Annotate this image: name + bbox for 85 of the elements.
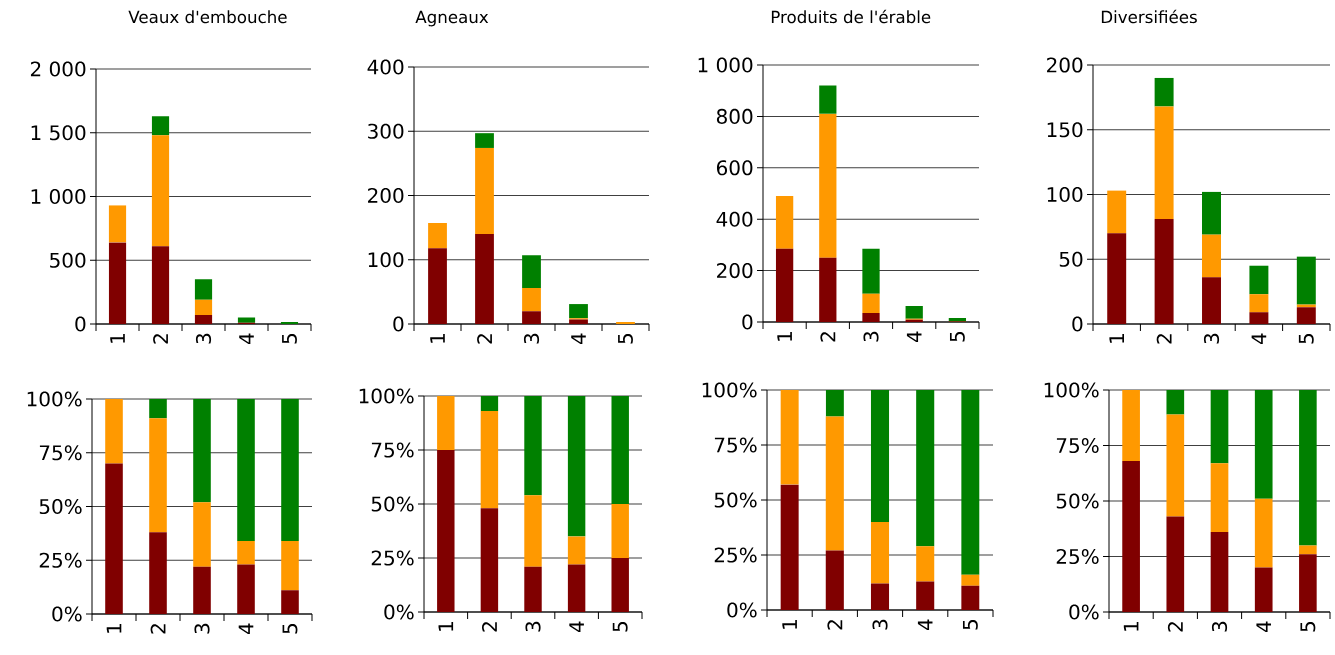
x-tick-label: 3: [863, 331, 879, 342]
x-tick-label: 3: [1211, 621, 1228, 632]
y-tick-label: 1 500: [31, 125, 86, 141]
y-tick-label: 25%: [1056, 548, 1099, 565]
y-tick-label: 600: [716, 160, 753, 176]
y-tick-label: 50%: [39, 498, 82, 515]
x-tick-label: 1: [430, 334, 445, 343]
y-tick-label: 200: [1047, 57, 1083, 73]
y-tick-label: 0: [1072, 316, 1083, 332]
y-tick-label: 200: [717, 263, 753, 279]
y-tick-label: 0%: [1069, 604, 1099, 620]
x-tick-label: 1: [110, 334, 125, 343]
y-tick-label: 50%: [371, 496, 414, 512]
x-tick-label: 2: [481, 622, 497, 632]
x-tick-label: 1: [106, 624, 122, 633]
y-tick-label: 150: [1047, 122, 1083, 138]
y-tick-label: 0: [742, 314, 753, 330]
x-tick-label: 4: [1256, 621, 1271, 632]
x-tick-label: 1: [777, 332, 792, 341]
y-tick-label: 100: [1047, 186, 1083, 203]
y-tick-label: 25%: [39, 552, 82, 568]
y-tick-label: 75%: [1056, 437, 1099, 454]
x-tick-label: 3: [523, 333, 540, 344]
x-tick-label: 3: [195, 333, 212, 344]
chart-title: Diversifiées: [1101, 9, 1197, 24]
y-tick-label: 100%: [702, 382, 757, 398]
y-tick-label: 2 000: [30, 61, 86, 77]
y-tick-label: 500: [50, 252, 86, 268]
x-tick-label: 3: [872, 619, 888, 630]
x-tick-label: 2: [827, 620, 843, 630]
y-tick-label: 0%: [727, 602, 757, 618]
y-tick-label: 1 000: [31, 188, 86, 205]
x-tick-label: 2: [153, 334, 168, 344]
y-tick-label: 0: [75, 316, 86, 332]
x-tick-label: 5: [1300, 622, 1316, 632]
x-tick-label: 3: [1203, 333, 1220, 344]
y-tick-label: 100%: [1044, 382, 1099, 398]
x-tick-label: 4: [906, 331, 922, 342]
x-tick-label: 5: [612, 622, 628, 632]
x-tick-label: 4: [238, 623, 254, 634]
x-tick-label: 5: [282, 334, 297, 344]
y-tick-label: 25%: [714, 547, 757, 563]
x-tick-label: 2: [1167, 622, 1183, 632]
x-tick-label: 4: [571, 333, 586, 344]
y-tick-label: 0: [393, 316, 404, 332]
y-tick-label: 75%: [371, 442, 414, 458]
x-tick-label: 4: [569, 621, 584, 632]
x-tick-label: 5: [282, 624, 298, 634]
y-tick-label: 25%: [371, 550, 414, 566]
y-tick-label: 75%: [714, 437, 757, 453]
x-tick-label: 1: [1109, 334, 1124, 343]
x-tick-label: 2: [150, 624, 166, 634]
y-tick-label: 0%: [52, 606, 82, 622]
y-tick-label: 400: [367, 59, 404, 75]
x-tick-label: 2: [1156, 334, 1172, 344]
x-tick-label: 4: [1251, 333, 1267, 344]
x-tick-label: 5: [962, 620, 978, 630]
y-tick-label: 400: [716, 211, 753, 227]
y-tick-label: 50: [1059, 251, 1083, 267]
x-tick-label: 5: [949, 332, 965, 342]
y-tick-label: 75%: [39, 445, 82, 461]
y-tick-label: 0%: [384, 604, 414, 620]
y-tick-label: 300: [368, 123, 404, 139]
x-tick-label: 4: [917, 619, 933, 630]
x-tick-label: 1: [782, 620, 797, 629]
y-tick-label: 100: [368, 252, 404, 268]
x-tick-label: 1: [1123, 622, 1139, 631]
x-tick-label: 2: [820, 332, 836, 342]
chart-title: Veaux d'embouche: [128, 10, 287, 24]
y-tick-label: 100%: [27, 391, 82, 407]
x-tick-label: 3: [194, 623, 210, 634]
x-tick-label: 1: [438, 622, 454, 631]
y-tick-label: 100%: [359, 388, 414, 404]
y-tick-label: 800: [716, 108, 753, 124]
y-tick-label: 1 000: [698, 57, 753, 73]
x-tick-label: 4: [239, 333, 254, 344]
chart-title: Produits de l'érable: [771, 9, 931, 24]
x-tick-label: 5: [1298, 334, 1314, 344]
y-tick-label: 50%: [714, 492, 757, 508]
x-tick-label: 3: [525, 621, 541, 632]
x-tick-label: 5: [618, 334, 633, 344]
chart-title: Agneaux: [415, 10, 489, 27]
y-tick-label: 200: [368, 187, 404, 204]
y-tick-label: 50%: [1056, 493, 1099, 509]
x-tick-label: 2: [477, 334, 492, 344]
